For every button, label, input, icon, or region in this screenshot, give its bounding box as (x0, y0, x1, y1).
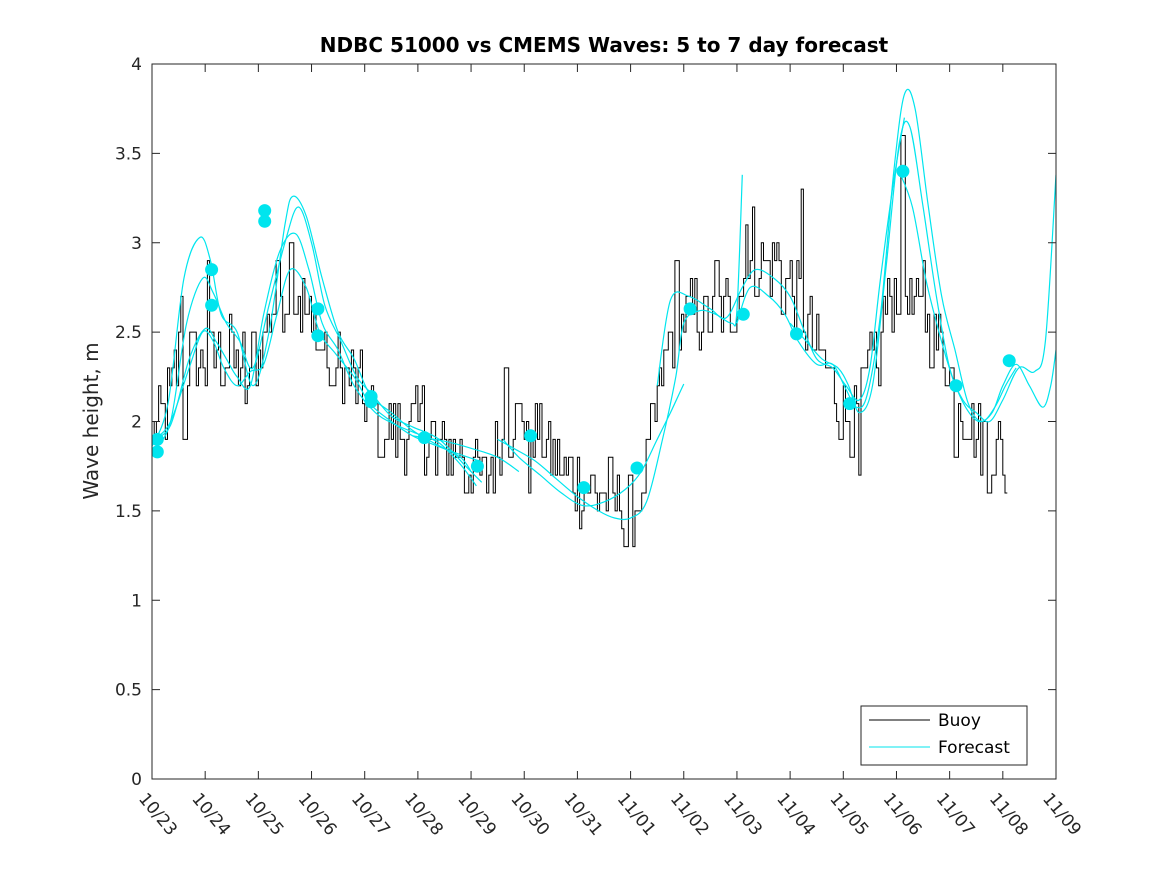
forecast-marker-10 (364, 395, 378, 409)
forecast-marker-1 (152, 432, 164, 446)
forecast-series-line-3 (152, 232, 477, 487)
legend-forecast-label: Forecast (938, 738, 1010, 758)
forecast-marker-15 (630, 461, 644, 475)
forecast-series-line-5 (412, 435, 520, 473)
forecast-marker-8 (311, 329, 325, 343)
forecast-marker-4 (205, 298, 219, 312)
forecast-series-line-10 (789, 120, 1056, 423)
y-tick-label-4: 2 (131, 413, 142, 433)
forecast-marker-18 (790, 327, 803, 341)
legend-buoy-label: Buoy (938, 711, 981, 731)
y-axis-label: Wave height, m (79, 342, 103, 499)
y-tick-label-0: 0 (131, 770, 142, 790)
legend-box (860, 705, 1028, 766)
y-tick-label-1: 0.5 (115, 681, 142, 701)
forecast-marker-7 (311, 302, 325, 316)
y-tick-label-2: 1 (131, 591, 142, 611)
y-tick-label-6: 3 (131, 234, 142, 254)
forecast-series-line-8 (656, 117, 905, 402)
forecast-marker-3 (205, 263, 219, 277)
forecast-marker-14 (577, 481, 591, 495)
legend: Buoy Forecast (860, 705, 1028, 766)
forecast-marker-12 (470, 459, 484, 473)
y-tick-label-3: 1.5 (115, 502, 142, 522)
forecast-series-line-7 (502, 383, 685, 507)
forecast-series-line-4 (154, 268, 480, 462)
y-tick-label-8: 4 (131, 55, 142, 75)
forecast-marker-13 (524, 429, 538, 443)
forecast-marker-20 (896, 164, 910, 178)
forecast-series-line-2 (154, 206, 483, 483)
forecast-series-line-6 (497, 174, 743, 521)
forecast-marker-22 (1002, 354, 1016, 368)
forecast-marker-5 (258, 204, 272, 218)
forecast-marker-6 (258, 214, 272, 228)
buoy-series-line (152, 135, 1008, 548)
forecast-marker-19 (843, 397, 857, 411)
chart-title: NDBC 51000 vs CMEMS Waves: 5 to 7 day fo… (320, 33, 889, 57)
forecast-marker-2 (152, 445, 164, 459)
forecast-marker-21 (949, 379, 963, 393)
y-tick-label-5: 2.5 (115, 323, 142, 343)
y-tick-label-7: 3.5 (115, 144, 142, 164)
forecast-marker-16 (683, 302, 697, 316)
forecast-marker-17 (736, 307, 750, 321)
forecast-marker-11 (417, 431, 431, 445)
plot-data-layer (152, 88, 1056, 548)
forecast-series-line-11 (898, 171, 1056, 423)
